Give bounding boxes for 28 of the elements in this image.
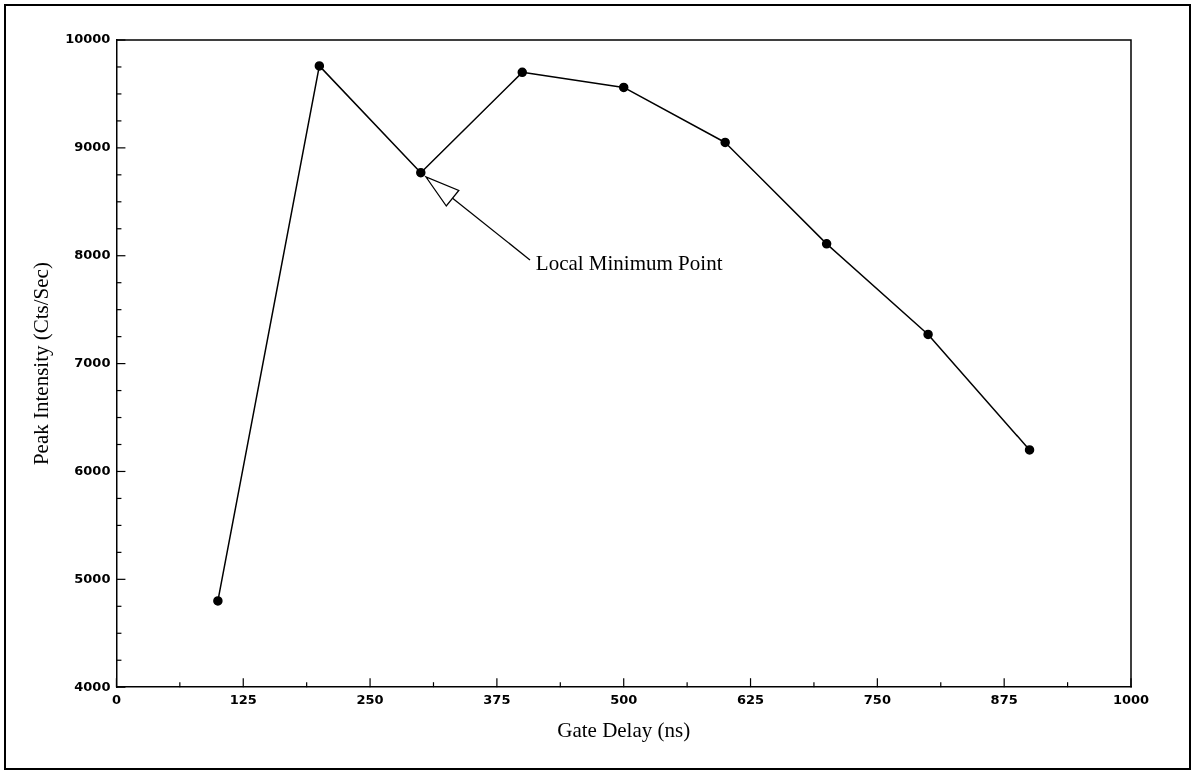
x-tick-label: 125 <box>229 692 257 708</box>
x-tick-label: 250 <box>356 692 384 708</box>
point <box>618 82 629 93</box>
y-tick-label: 7000 <box>74 354 111 370</box>
y-tick-label: 6000 <box>74 462 111 478</box>
point <box>213 596 223 606</box>
x-tick-label: 1000 <box>1112 692 1150 708</box>
point <box>517 67 528 78</box>
point <box>314 61 325 71</box>
y-tick-label: 4000 <box>74 678 111 694</box>
x-tick-label: 375 <box>483 692 511 708</box>
x-tick-label: 500 <box>610 692 638 708</box>
y-tick-label: 10000 <box>65 31 111 47</box>
x-tick-label: 625 <box>736 692 765 708</box>
y-axis-title: Peak Intensity (Cts/Sec) <box>29 262 54 466</box>
point <box>923 329 933 340</box>
y-tick-label: 8000 <box>74 247 111 263</box>
point <box>821 239 832 249</box>
point <box>1024 445 1035 455</box>
point <box>720 137 730 148</box>
point <box>416 167 426 178</box>
annotation: Local Minimum Point <box>535 251 723 276</box>
x-tick-label: 875 <box>990 692 1018 708</box>
x-axis-title: Gate Delay (ns) <box>557 717 691 742</box>
y-tick-label: 9000 <box>74 139 111 155</box>
y-tick-label: 5000 <box>74 570 111 586</box>
x-tick-label: 750 <box>863 692 891 708</box>
x-tick-label: 0 <box>111 692 121 708</box>
